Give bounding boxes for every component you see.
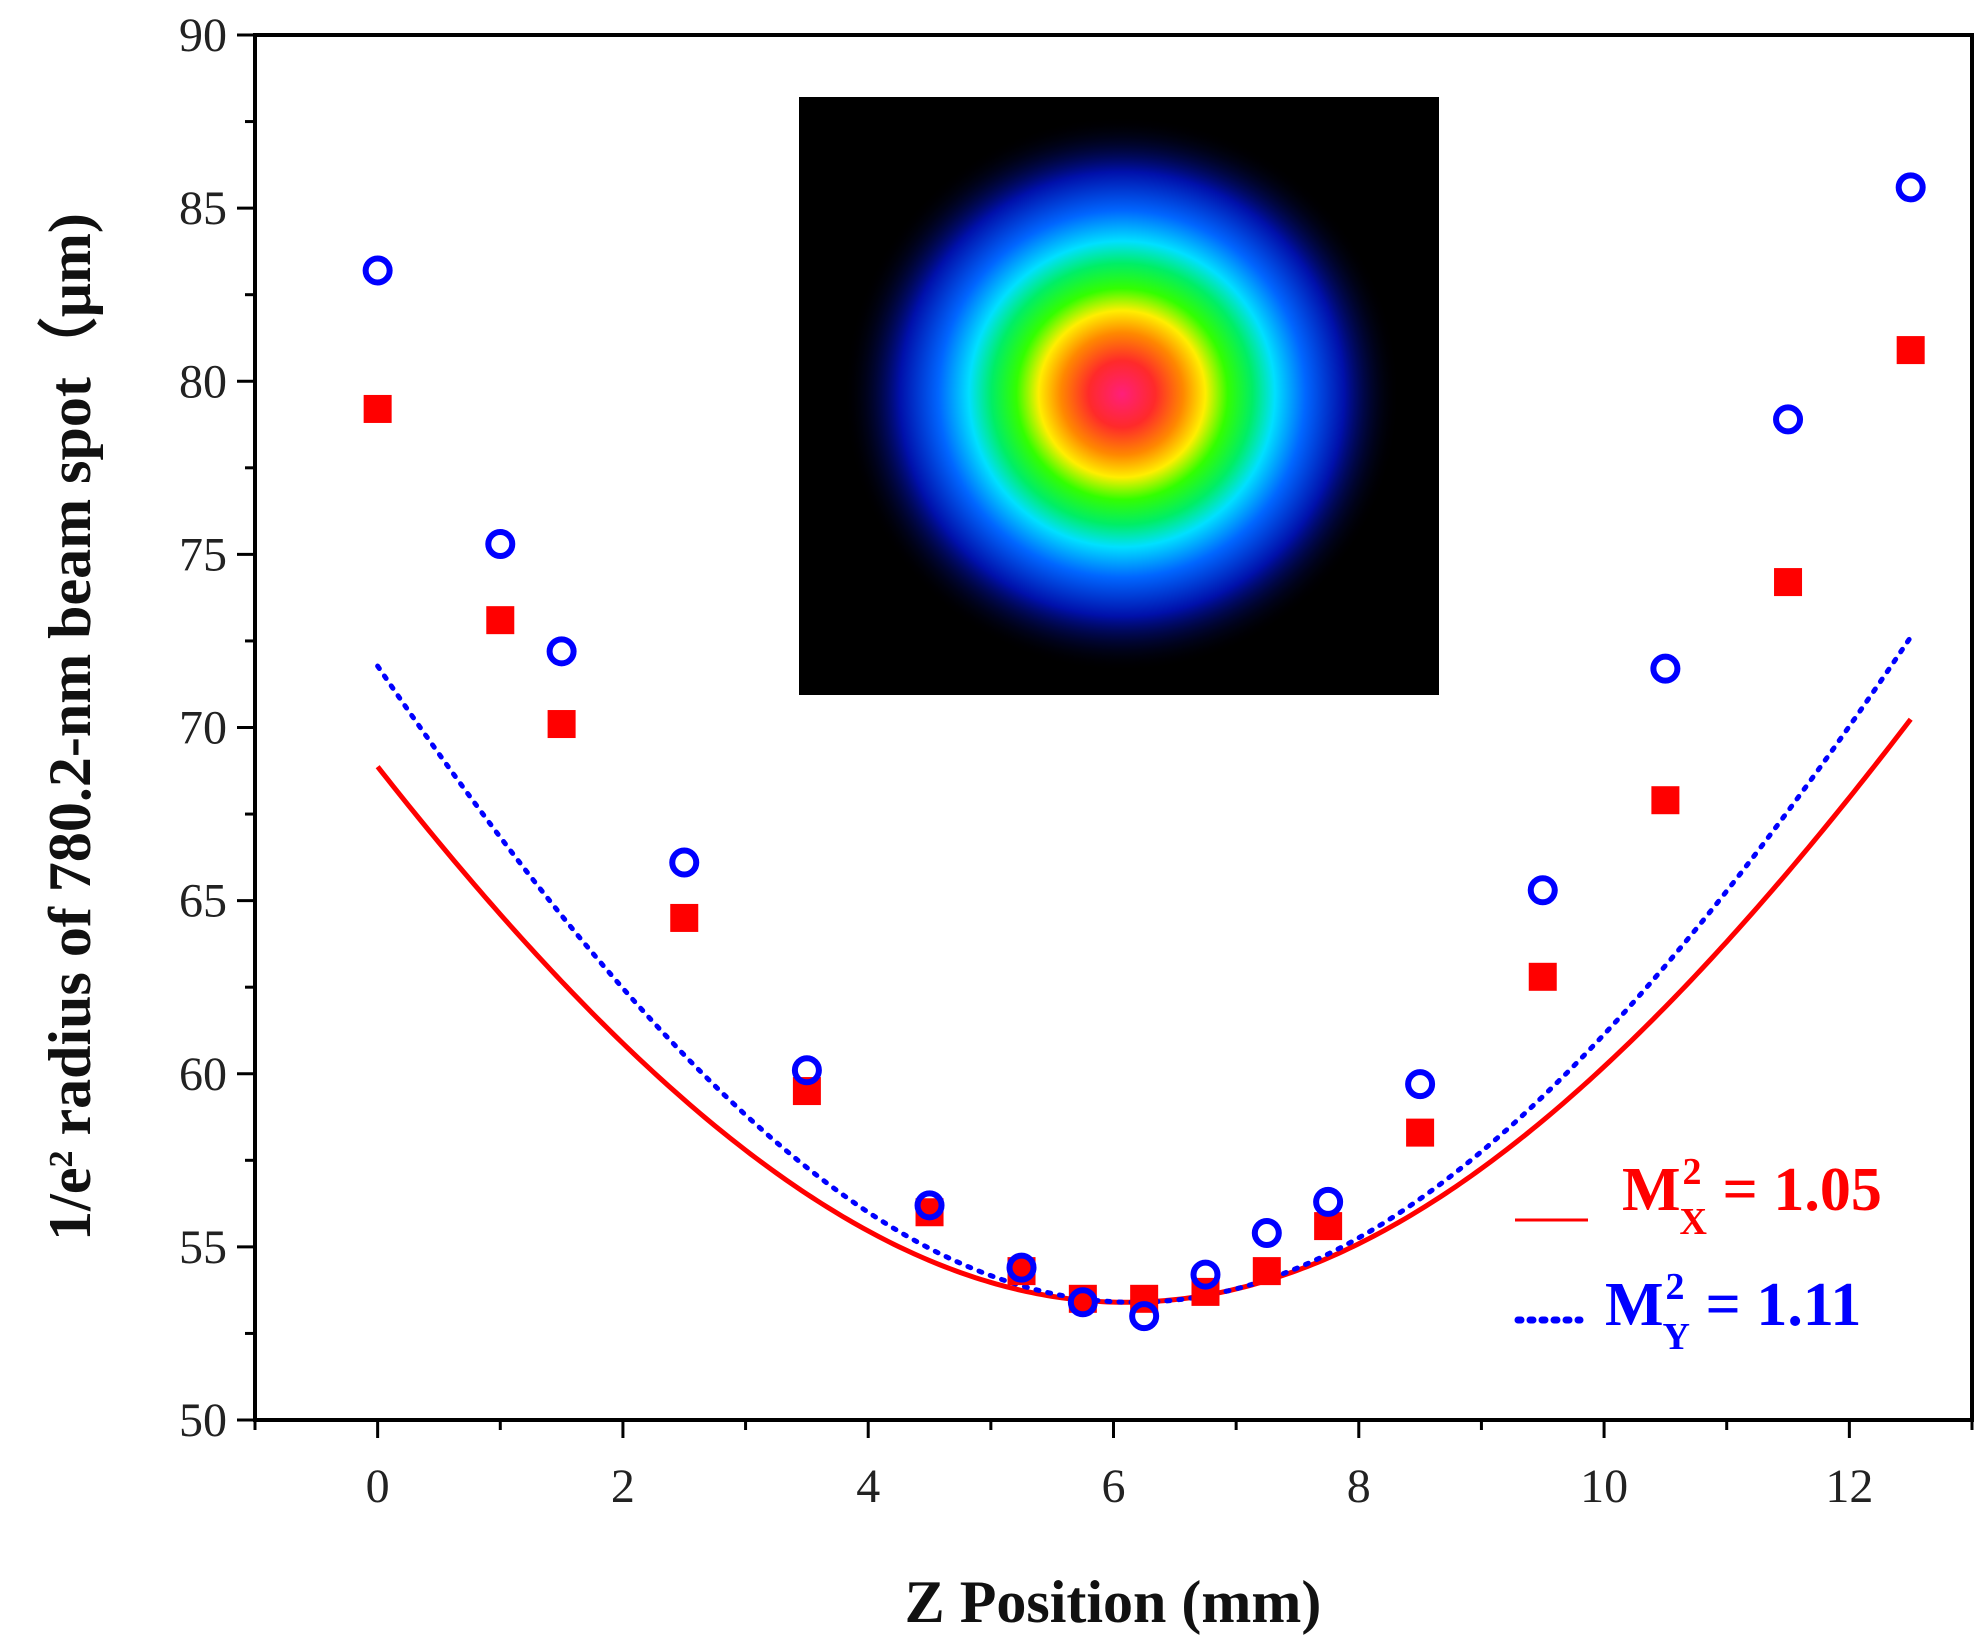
x-tick-label: 10 — [1580, 1460, 1628, 1513]
marker-my — [362, 255, 393, 286]
marker-my — [914, 1190, 945, 1221]
marker-my — [1190, 1259, 1221, 1290]
axis-ticks: 0 2 4 6 8 10 12 50 55 60 65 70 75 80 85 90 — [179, 9, 1974, 1513]
marker-mx — [486, 606, 515, 635]
y-tick-label: 50 — [179, 1394, 227, 1447]
marker-mx — [1252, 1257, 1281, 1286]
y-axis-title-prefix: 1/e — [37, 1168, 103, 1241]
y-axis-title-rest: radius of 780.2-nm beam spot（μm) — [36, 213, 103, 1150]
marker-mx — [1896, 336, 1925, 365]
y-tick-label: 70 — [179, 702, 227, 755]
marker-mx — [1406, 1118, 1435, 1147]
y-tick-label: 65 — [179, 875, 227, 928]
y-tick-label: 55 — [179, 1221, 227, 1274]
marker-my — [546, 636, 577, 667]
marker-my — [1773, 404, 1804, 435]
x-tick-label: 12 — [1825, 1460, 1873, 1513]
data-markers — [362, 172, 1926, 1332]
marker-mx — [1528, 962, 1557, 991]
legend-label-my: M2 Y = 1.11 — [1605, 1266, 1861, 1358]
marker-mx — [1774, 568, 1803, 597]
marker-mx — [363, 394, 392, 423]
marker-mx — [1651, 786, 1680, 815]
beam-profile-inset — [799, 97, 1439, 695]
marker-my — [1313, 1186, 1344, 1217]
x-tick-label: 4 — [856, 1460, 880, 1513]
marker-my — [1650, 653, 1681, 684]
y-tick-label: 60 — [179, 1048, 227, 1101]
y-tick-label: 80 — [179, 355, 227, 408]
marker-my — [1405, 1069, 1436, 1100]
legend: M2 X = 1.05 M2 Y = 1.11 — [1514, 1151, 1882, 1358]
marker-my — [1129, 1301, 1160, 1332]
marker-my — [791, 1055, 822, 1086]
legend-entry-mx: M2 X = 1.05 — [1515, 1151, 1882, 1243]
marker-my — [1895, 172, 1926, 203]
y-tick-label: 75 — [179, 528, 227, 581]
marker-my — [1006, 1252, 1037, 1283]
x-tick-label: 0 — [366, 1460, 390, 1513]
marker-my — [485, 528, 516, 559]
x-axis-title: Z Position (mm) — [905, 1569, 1322, 1635]
marker-my — [1067, 1287, 1098, 1318]
legend-label-mx: M2 X = 1.05 — [1622, 1151, 1882, 1243]
y-tick-label: 90 — [179, 9, 227, 62]
legend-entry-my: M2 Y = 1.11 — [1514, 1266, 1861, 1358]
marker-my — [669, 847, 700, 878]
marker-mx — [547, 710, 576, 739]
marker-my — [1527, 875, 1558, 906]
y-axis-title: 1/e2 radius of 780.2-nm beam spot（μm) — [36, 213, 103, 1241]
marker-my — [1251, 1218, 1282, 1249]
marker-mx — [670, 903, 699, 932]
x-tick-label: 8 — [1347, 1460, 1371, 1513]
x-tick-label: 2 — [611, 1460, 635, 1513]
y-axis-title-sup: 2 — [43, 1151, 80, 1168]
x-tick-label: 6 — [1102, 1460, 1126, 1513]
y-tick-label: 85 — [179, 182, 227, 235]
